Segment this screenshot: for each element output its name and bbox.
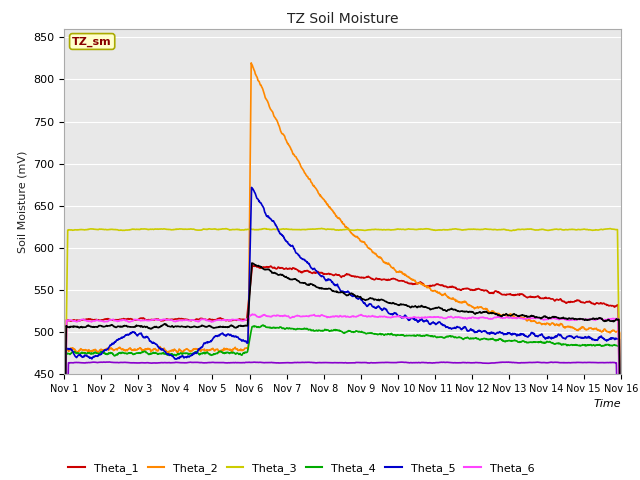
Theta_7 [297,360,305,365]
Theta_avg [318,285,326,291]
Theta_7 [126,360,134,366]
Theta_6 [248,311,256,317]
Theta_6 [297,314,305,320]
Theta_4 [318,328,326,334]
Theta_7 [378,360,385,365]
Theta_6 [103,319,111,324]
Theta_avg [378,297,385,302]
Theta_3 [378,227,385,233]
Theta_3 [617,462,625,468]
Theta_3 [317,226,325,231]
Theta_7 [318,360,326,366]
Theta_2 [248,60,255,66]
Theta_1 [308,270,316,276]
Line: Theta_7: Theta_7 [64,362,621,480]
Theta_3 [126,227,134,233]
Theta_2 [103,345,111,351]
Line: Theta_4: Theta_4 [64,325,621,480]
Title: TZ Soil Moisture: TZ Soil Moisture [287,12,398,26]
Theta_5 [103,347,111,352]
Line: Theta_3: Theta_3 [64,228,621,480]
Text: Time: Time [593,398,621,408]
Theta_2 [308,180,316,186]
Theta_3 [318,226,326,231]
Theta_6 [308,312,316,318]
Theta_5 [308,266,316,272]
Theta_avg [103,323,111,329]
Line: Theta_5: Theta_5 [64,187,621,480]
Theta_3 [308,226,316,232]
Line: Theta_1: Theta_1 [64,266,621,480]
Theta_1 [297,269,305,275]
Y-axis label: Soil Moisture (mV): Soil Moisture (mV) [17,150,28,253]
Theta_5 [297,255,305,261]
Line: Theta_2: Theta_2 [64,63,621,480]
Theta_4 [308,328,316,334]
Theta_avg [308,281,316,287]
Theta_3 [296,227,304,233]
Theta_5 [126,331,134,336]
Theta_2 [297,163,305,168]
Theta_7 [105,359,113,365]
Theta_avg [248,260,256,266]
Line: Theta_avg: Theta_avg [64,263,621,480]
Theta_6 [126,319,134,325]
Theta_avg [297,280,305,286]
Theta_2 [378,255,385,261]
Theta_4 [259,322,267,328]
Theta_2 [318,195,326,201]
Theta_4 [297,326,305,332]
Theta_3 [103,227,111,233]
Theta_2 [126,345,134,351]
Theta_5 [248,184,255,190]
Theta_7 [103,359,111,365]
Theta_7 [308,360,316,365]
Theta_6 [378,313,385,319]
Theta_1 [378,277,385,283]
Theta_4 [103,352,111,358]
Theta_1 [103,316,111,322]
Theta_4 [126,350,134,356]
Theta_6 [318,312,326,318]
Theta_avg [126,324,134,330]
Theta_1 [126,316,134,322]
Theta_1 [248,263,256,269]
Theta_4 [378,332,385,337]
Theta_5 [378,306,385,312]
Text: TZ_sm: TZ_sm [72,36,112,47]
Line: Theta_6: Theta_6 [64,314,621,480]
Theta_1 [318,270,326,276]
Theta_5 [318,273,326,279]
